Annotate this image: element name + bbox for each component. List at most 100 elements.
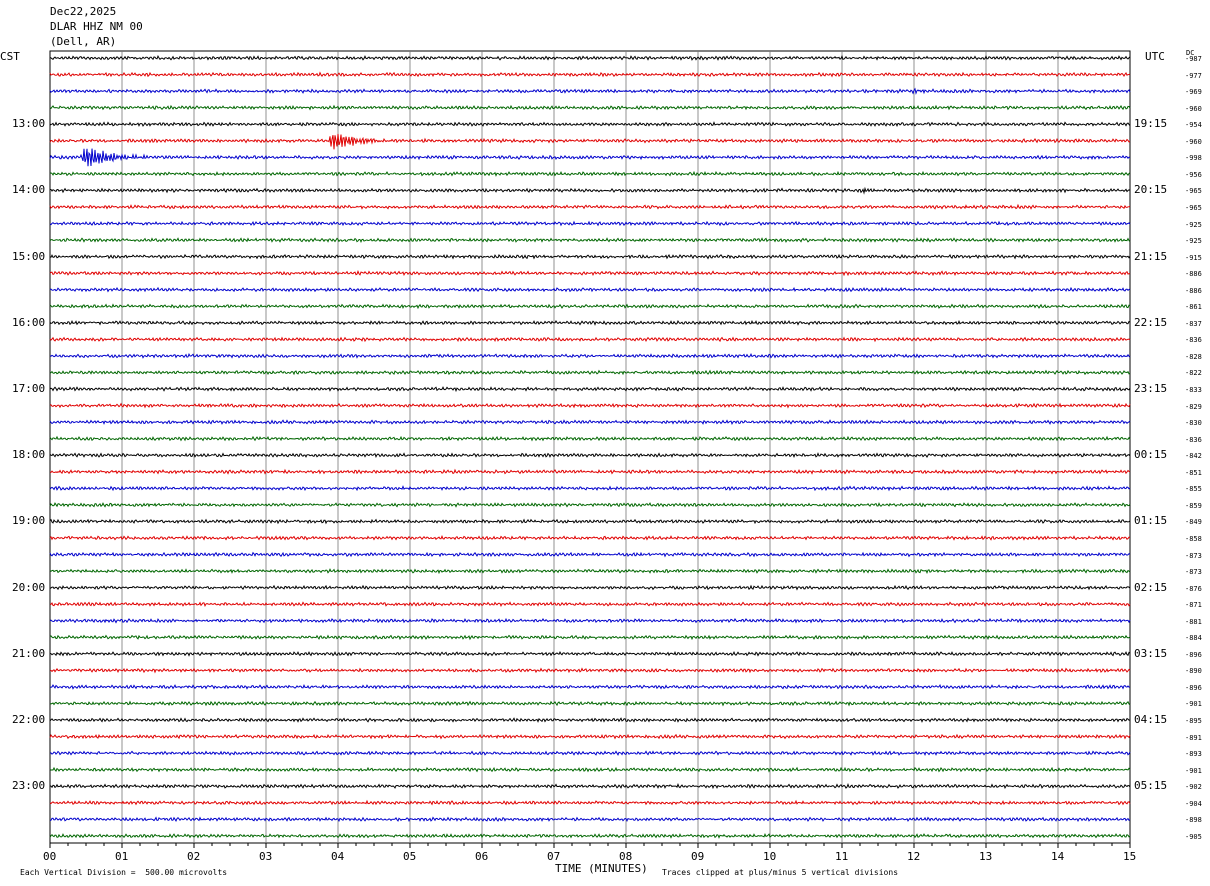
dc-offset-value: -960 xyxy=(1185,105,1202,113)
cst-hour-label: 15:00 xyxy=(12,251,45,263)
dc-offset-value: -836 xyxy=(1185,436,1202,444)
cst-hour-label: 22:00 xyxy=(12,714,45,726)
trace-line xyxy=(50,536,1130,539)
trace-line xyxy=(50,321,1130,325)
dc-offset-value: -886 xyxy=(1185,287,1202,295)
clip-note: Traces clipped at plus/minus 5 vertical … xyxy=(662,868,898,877)
dc-offset-value: -901 xyxy=(1185,767,1202,775)
trace-line xyxy=(50,520,1130,523)
trace-line xyxy=(50,134,1130,149)
dc-offset-value: -956 xyxy=(1185,171,1202,179)
dc-offset-value: -965 xyxy=(1185,204,1202,212)
trace-line xyxy=(50,271,1130,275)
dc-offset-value: -960 xyxy=(1185,138,1202,146)
dc-offset-value: -873 xyxy=(1185,568,1202,576)
cst-hour-label: 17:00 xyxy=(12,383,45,395)
utc-hour-label: 19:15 xyxy=(1134,118,1167,130)
x-tick-label: 10 xyxy=(763,851,776,863)
cst-hour-label: 21:00 xyxy=(12,648,45,660)
cst-hour-label: 23:00 xyxy=(12,780,45,792)
trace-line xyxy=(50,437,1130,441)
dc-offset-value: -977 xyxy=(1185,72,1202,80)
trace-line xyxy=(50,255,1130,259)
cst-hour-label: 14:00 xyxy=(12,184,45,196)
x-tick-label: 00 xyxy=(43,851,56,863)
x-tick-label: 12 xyxy=(907,851,920,863)
x-tick-label: 09 xyxy=(691,851,704,863)
dc-offset-value: -954 xyxy=(1185,121,1202,129)
x-tick-label: 01 xyxy=(115,851,128,863)
dc-offset-value: -893 xyxy=(1185,750,1202,758)
trace-line xyxy=(50,404,1130,408)
x-tick-label: 04 xyxy=(331,851,344,863)
dc-offset-value: -898 xyxy=(1185,816,1202,824)
dc-offset-value: -851 xyxy=(1185,469,1202,477)
dc-offset-value: -904 xyxy=(1185,800,1202,808)
dc-offset-value: -886 xyxy=(1185,270,1202,278)
dc-offset-value: -837 xyxy=(1185,320,1202,328)
trace-line xyxy=(50,569,1130,573)
trace-line xyxy=(50,652,1130,655)
dc-offset-value: -873 xyxy=(1185,552,1202,560)
dc-offset-value: -871 xyxy=(1185,601,1202,609)
dc-offset-value: -849 xyxy=(1185,518,1202,526)
utc-hour-label: 01:15 xyxy=(1134,515,1167,527)
dc-offset-value: -925 xyxy=(1185,221,1202,229)
trace-line xyxy=(50,768,1130,772)
utc-hour-label: 03:15 xyxy=(1134,648,1167,660)
dc-offset-value: -855 xyxy=(1185,485,1202,493)
cst-hour-label: 13:00 xyxy=(12,118,45,130)
x-tick-label: 06 xyxy=(475,851,488,863)
dc-offset-value: -842 xyxy=(1185,452,1202,460)
utc-hour-label: 02:15 xyxy=(1134,582,1167,594)
dc-offset-value: -859 xyxy=(1185,502,1202,510)
trace-line xyxy=(50,387,1130,390)
trace-line xyxy=(50,702,1130,706)
dc-offset-value: -905 xyxy=(1185,833,1202,841)
trace-line xyxy=(50,354,1130,358)
trace-line xyxy=(50,205,1130,209)
x-tick-label: 03 xyxy=(259,851,272,863)
dc-offset-value: -833 xyxy=(1185,386,1202,394)
trace-line xyxy=(50,751,1130,755)
utc-hour-label: 22:15 xyxy=(1134,317,1167,329)
trace-line xyxy=(50,73,1130,77)
trace-line xyxy=(50,338,1130,342)
dc-offset-value: -987 xyxy=(1185,55,1202,63)
trace-line xyxy=(50,371,1130,375)
dc-offset-value: -895 xyxy=(1185,717,1202,725)
dc-offset-value: -858 xyxy=(1185,535,1202,543)
trace-line xyxy=(50,636,1130,640)
trace-line xyxy=(50,503,1130,506)
trace-line xyxy=(50,420,1130,424)
trace-line xyxy=(50,784,1130,788)
trace-line xyxy=(50,735,1130,739)
dc-offset-value: -890 xyxy=(1185,667,1202,675)
dc-offset-value: -998 xyxy=(1185,154,1202,162)
trace-line xyxy=(50,189,1130,193)
trace-line xyxy=(50,172,1130,175)
utc-hour-label: 05:15 xyxy=(1134,780,1167,792)
dc-offset-value: -925 xyxy=(1185,237,1202,245)
dc-offset-value: -891 xyxy=(1185,734,1202,742)
trace-line xyxy=(50,305,1130,309)
dc-offset-value: -836 xyxy=(1185,336,1202,344)
trace-line xyxy=(50,602,1130,605)
utc-hour-label: 04:15 xyxy=(1134,714,1167,726)
utc-hour-label: 20:15 xyxy=(1134,184,1167,196)
trace-line xyxy=(50,718,1130,721)
dc-offset-value: -830 xyxy=(1185,419,1202,427)
dc-offset-value: -861 xyxy=(1185,303,1202,311)
x-axis-label: TIME (MINUTES) xyxy=(555,863,648,875)
trace-line xyxy=(50,149,1130,167)
cst-hour-label: 18:00 xyxy=(12,449,45,461)
trace-line xyxy=(50,834,1130,838)
trace-line xyxy=(50,685,1130,689)
dc-offset-value: -881 xyxy=(1185,618,1202,626)
trace-line xyxy=(50,801,1130,805)
dc-offset-value: -884 xyxy=(1185,634,1202,642)
plot-frame xyxy=(50,51,1130,843)
x-tick-label: 13 xyxy=(979,851,992,863)
dc-offset-value: -915 xyxy=(1185,254,1202,262)
